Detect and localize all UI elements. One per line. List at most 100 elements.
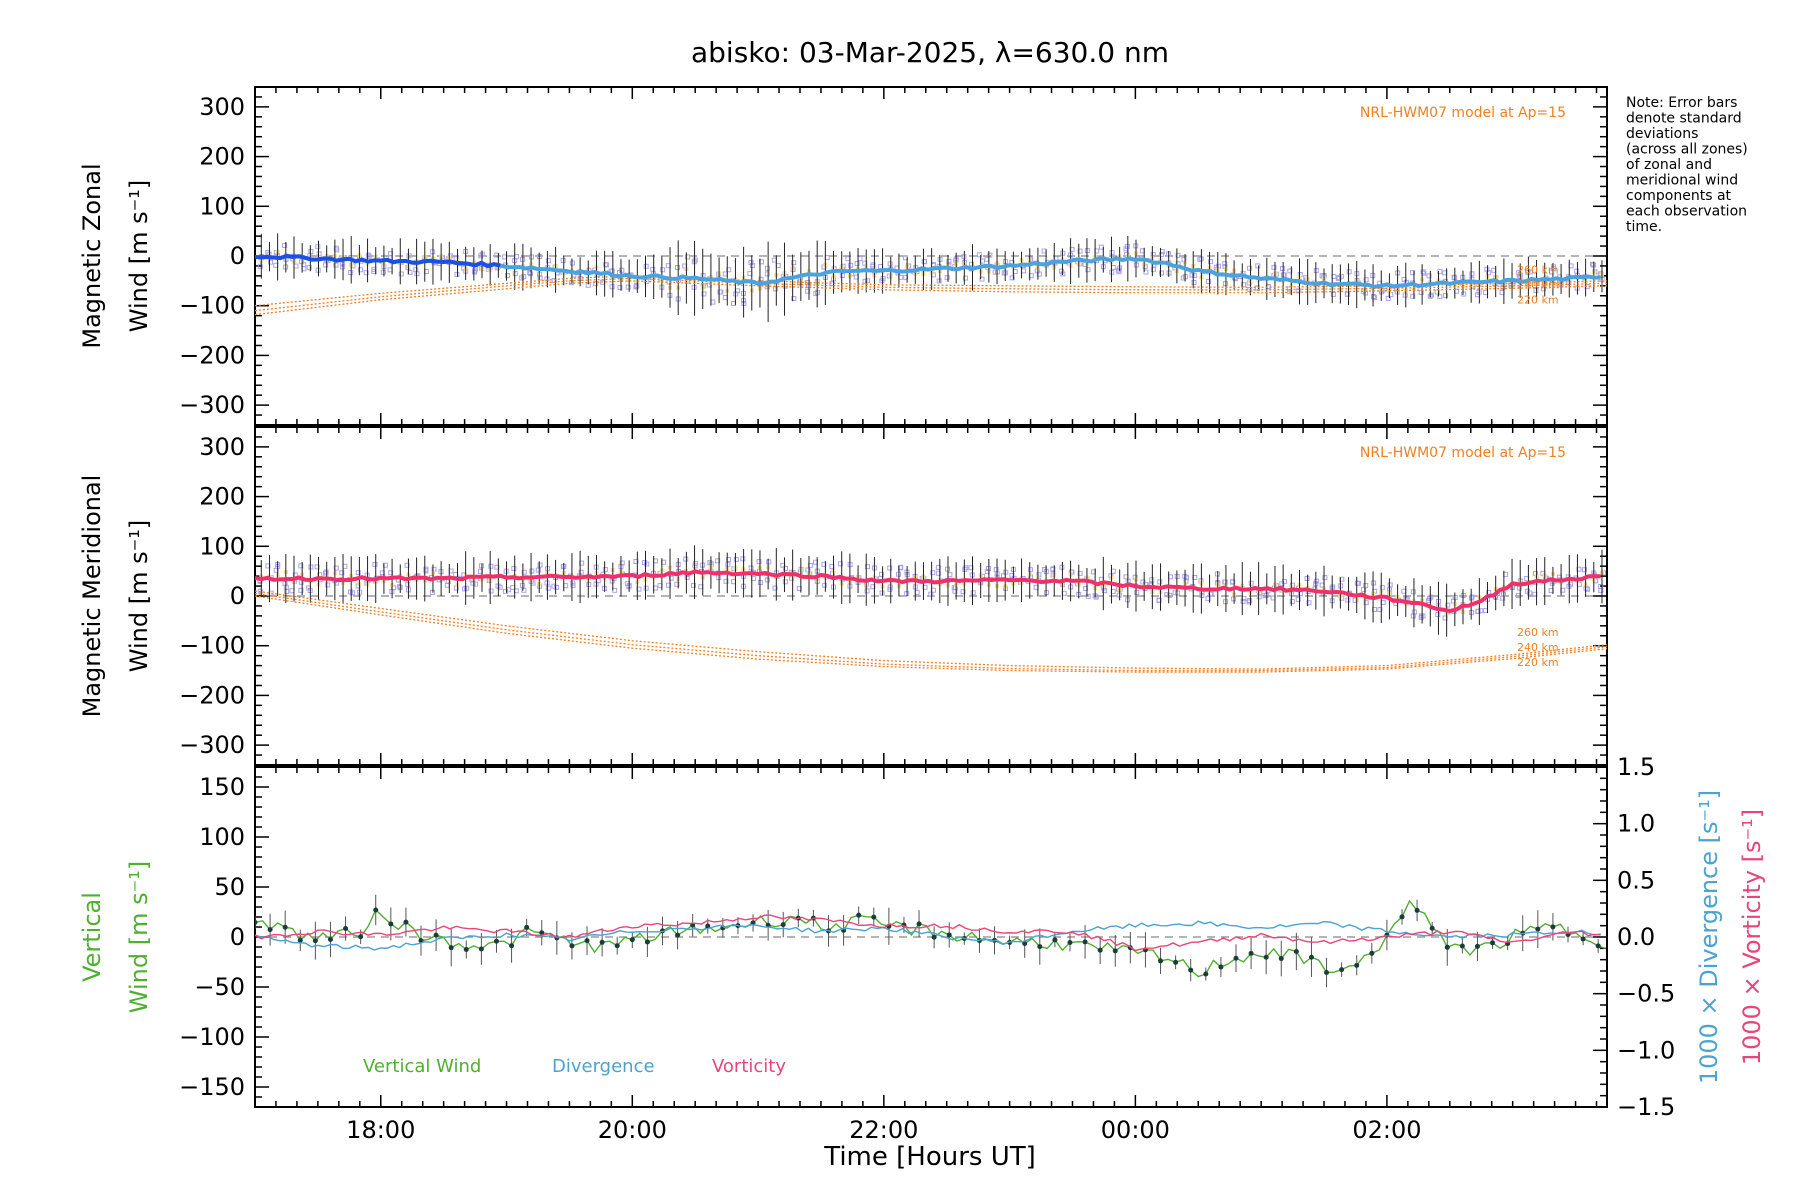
scatter-point [748,565,754,571]
vw-point [916,921,922,927]
model-alt-label: 240 km [1517,641,1559,654]
scatter-point [930,570,936,576]
vw-point [1052,937,1058,943]
scatter-point [1550,264,1556,270]
scatter-point [1345,291,1351,297]
scatter-point [366,253,372,259]
scatter-point [936,278,942,284]
scatter-point [1461,291,1467,297]
vertical-wind-line [255,899,1606,978]
vw-point [584,938,590,944]
scatter-point [1410,270,1416,276]
x-tick-label: 02:00 [1352,1116,1421,1144]
scatter-point [857,256,863,262]
scatter-point [764,271,770,277]
scatter-point [603,262,609,268]
scatter-point [1491,267,1497,273]
scatter-point [617,285,623,291]
scatter-point [363,270,369,276]
note-line: meridional wind [1626,173,1738,189]
scatter-point [634,283,640,289]
scatter-point [1027,567,1033,573]
y-tick-label: −100 [179,632,245,660]
scatter-point [333,262,339,268]
y-axis-title-line2: Wind [m s⁻¹] [125,520,153,672]
panel-zonal: 300 200 100 0 −100 −200 −300 Magnetic Zonal Wind… [78,86,1608,426]
scatter-point [979,276,985,282]
vw-point [705,923,711,929]
vw-point [373,907,379,913]
scatter-point [511,565,517,571]
scatter-point [333,565,339,571]
scatter-point [1346,269,1352,275]
scatter-point [316,251,322,257]
vw-point [1474,943,1480,949]
scatter-point [1009,275,1015,281]
scatter-point [644,561,650,567]
y-tick-label: 100 [199,192,245,220]
scatter-point [1256,594,1262,600]
vw-point [255,919,258,925]
scatter-point [1206,278,1212,284]
scatter-point [387,267,393,273]
vw-point [1067,940,1073,946]
scatter-point [1410,293,1416,299]
scatter-point [845,256,851,262]
scatter-point [928,591,934,597]
vw-point [433,932,439,938]
scatter-point [298,587,304,593]
scatter-point [854,261,860,267]
note-line: denote standard [1626,111,1742,127]
y-tick-label: −50 [194,973,245,1001]
model-line-2 [255,595,1607,673]
scatter-point [1442,270,1448,276]
scatter-point [1313,578,1319,584]
scatter-point [365,252,371,258]
scatter-point [1247,265,1253,271]
scatter-point [731,301,737,307]
vw-point [1414,907,1420,913]
scatter-point [349,590,355,596]
vw-point [1037,944,1043,950]
y-tick-label: 0 [230,923,245,951]
scatter-point [1589,261,1595,267]
scatter-point [758,276,764,282]
scatter-point [987,252,993,258]
scatter-point [756,559,762,565]
scatter-point [1297,271,1303,277]
scatter-point [722,294,728,300]
vw-point [946,932,952,938]
scatter-point [690,582,696,588]
scatter-point [1157,579,1163,585]
scatter-point [1175,252,1181,258]
scatter-point [537,275,543,281]
scatter-point [527,271,533,277]
scatter-point [1443,293,1449,299]
note-line: each observation [1626,204,1747,220]
scatter-point [921,259,927,265]
scatter-point [660,267,666,273]
panels-group: 300 200 100 0 −100 −200 −300 Magnetic Zonal Wind… [78,86,1766,1144]
vw-point [1082,939,1088,945]
scatter-point [1437,269,1443,275]
scatter-point [1093,594,1099,600]
scatter-point [685,254,691,260]
scatter-point [1574,268,1580,274]
scatter-point [521,587,527,593]
vw-point [1263,954,1269,960]
scatter-point [1330,584,1336,590]
scatter-point [782,283,788,289]
y-tick-label: 0 [230,242,245,270]
model-alt-label: 220 km [1517,656,1559,669]
vw-point [1218,964,1224,970]
scatter-point [602,566,608,572]
y2-tick-label: 0.5 [1617,866,1655,894]
scatter-point [993,567,999,573]
scatter-point [282,242,288,248]
scatter-point [529,568,535,574]
y-tick-label: −200 [179,341,245,369]
vw-point [343,925,349,931]
legend-item: Vertical Wind [363,1056,481,1077]
data-layer [255,894,1606,988]
vw-point [1550,924,1556,930]
